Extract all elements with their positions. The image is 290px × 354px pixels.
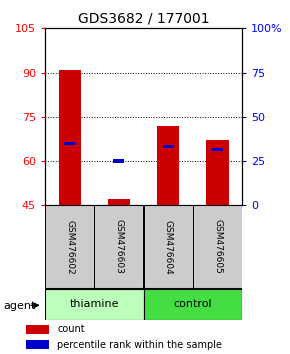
Bar: [45, 205, 94, 289]
Text: GSM476602: GSM476602: [65, 219, 74, 274]
Bar: [45, 289, 144, 320]
Bar: [144, 205, 193, 289]
Bar: [144, 289, 242, 320]
Text: agent: agent: [3, 301, 35, 311]
Text: GSM476605: GSM476605: [213, 219, 222, 274]
Title: GDS3682 / 177001: GDS3682 / 177001: [78, 12, 209, 26]
Bar: [193, 205, 242, 289]
Text: thiamine: thiamine: [70, 299, 119, 309]
Bar: [157, 126, 179, 205]
Text: GSM476603: GSM476603: [114, 219, 124, 274]
Bar: [94, 205, 144, 289]
Bar: [108, 199, 130, 205]
Bar: [206, 141, 229, 205]
Text: count: count: [57, 324, 85, 334]
Bar: [26, 340, 49, 349]
Text: control: control: [173, 299, 212, 309]
Bar: [26, 325, 49, 334]
Bar: [113, 159, 124, 163]
Bar: [64, 142, 75, 145]
Bar: [212, 148, 223, 151]
Bar: [163, 144, 174, 148]
Text: percentile rank within the sample: percentile rank within the sample: [57, 339, 222, 350]
Text: GSM476604: GSM476604: [164, 219, 173, 274]
Bar: [59, 70, 81, 205]
